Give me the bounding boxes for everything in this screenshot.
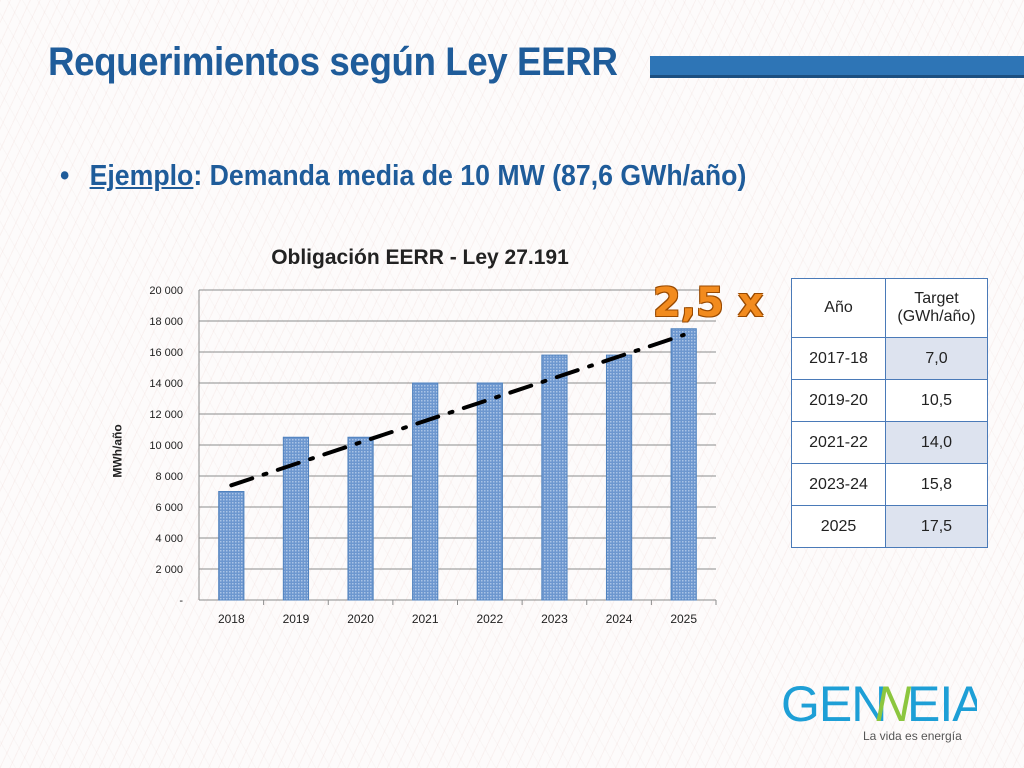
- y-tick-label: 4 000: [155, 533, 183, 545]
- y-tick-label: 2 000: [155, 564, 183, 576]
- bar: [412, 382, 439, 601]
- bar: [541, 354, 568, 601]
- target-table: Año Target (GWh/año) 2017-18 7,0 2019-20…: [791, 278, 988, 548]
- table-cell-period: 2023-24: [791, 463, 886, 506]
- x-tick-label: 2023: [541, 612, 568, 626]
- genneia-logo: GEN N EIA La vida es energía: [777, 677, 977, 747]
- bar: [282, 436, 310, 601]
- table-cell-target: 7,0: [885, 337, 988, 380]
- bar: [218, 491, 245, 601]
- x-tick-label: 2019: [283, 612, 310, 626]
- title-accent-bar: [650, 56, 1024, 75]
- y-tick-label: 10 000: [149, 440, 183, 452]
- svg-text:N: N: [875, 677, 912, 729]
- table-cell-period: 2021-22: [791, 421, 886, 464]
- bar: [476, 382, 503, 601]
- y-tick-label: 18 000: [149, 316, 183, 328]
- table-cell-target: 10,5: [885, 379, 988, 422]
- svg-text:GEN: GEN: [781, 677, 886, 729]
- svg-text:EIA: EIA: [907, 677, 977, 729]
- table-row: 2021-22 14,0: [791, 421, 988, 464]
- y-tick-label: 8 000: [155, 471, 183, 483]
- x-tick-label: 2020: [347, 612, 374, 626]
- genneia-logo-mark: GEN N EIA: [781, 677, 977, 729]
- table-cell-period: 2025: [791, 505, 886, 548]
- y-tick-label: 16 000: [149, 347, 183, 359]
- table-cell-target: 17,5: [885, 505, 988, 548]
- chart-title: Obligación EERR - Ley 27.191: [271, 246, 569, 269]
- x-tick-label: 2025: [670, 612, 697, 626]
- logo-tagline: La vida es energía: [863, 729, 962, 743]
- bullet-text: : Demanda media de 10 MW (87,6 GWh/año): [193, 160, 747, 192]
- table-cell-target: 14,0: [885, 421, 988, 464]
- bar: [605, 354, 633, 601]
- table-row: 2019-20 10,5: [791, 379, 988, 422]
- bullet-keyword: Ejemplo: [89, 160, 194, 192]
- table-cell-target: 15,8: [885, 463, 988, 506]
- growth-multiplier: 2,5 x: [653, 280, 764, 326]
- x-tick-label: 2022: [476, 612, 503, 626]
- y-tick-label: 14 000: [149, 378, 183, 390]
- bar: [347, 436, 374, 601]
- y-tick-label: -: [179, 595, 183, 607]
- x-tick-label: 2018: [218, 612, 245, 626]
- table-row: 2023-24 15,8: [791, 463, 988, 506]
- target-table-header-row: Año Target (GWh/año): [791, 278, 988, 338]
- x-tick-label: 2021: [412, 612, 439, 626]
- table-row: 2017-18 7,0: [791, 337, 988, 380]
- bullet-line: • Ejemplo: Demanda media de 10 MW (87,6 G…: [60, 160, 746, 193]
- y-tick-label: 6 000: [155, 502, 183, 514]
- table-row: 2025 17,5: [791, 505, 988, 548]
- target-table-header-target: Target (GWh/año): [885, 278, 988, 338]
- bar-chart: - 2 000 4 000 6 000 8 000 10 000 12 000 14 000 1…: [149, 285, 717, 626]
- y-tick-label: 20 000: [149, 285, 183, 297]
- slide-title: Requerimientos según Ley EERR: [48, 40, 618, 84]
- table-cell-period: 2019-20: [791, 379, 886, 422]
- table-cell-period: 2017-18: [791, 337, 886, 380]
- trend-line: [229, 332, 686, 488]
- target-table-header-year: Año: [791, 278, 886, 338]
- x-tick-label: 2024: [606, 612, 633, 626]
- title-accent-bar-shadow: [650, 75, 1024, 78]
- bullet-dot: •: [60, 160, 70, 192]
- bar: [670, 328, 697, 601]
- y-tick-label: 12 000: [149, 409, 183, 421]
